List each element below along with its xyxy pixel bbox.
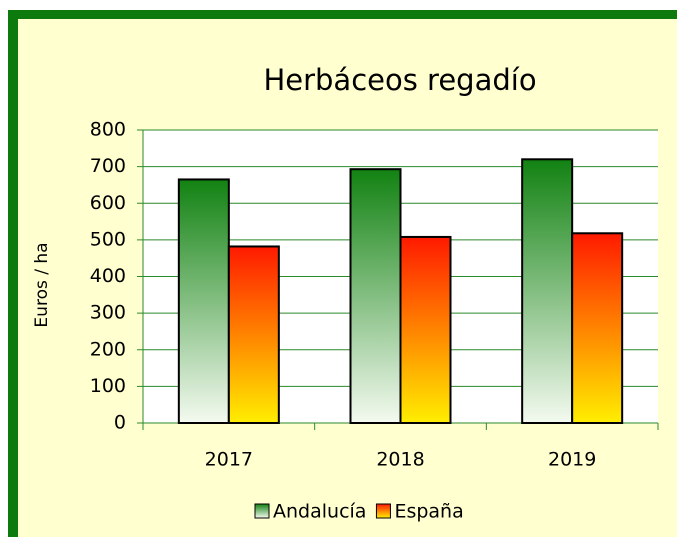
y-tick-label: 100 — [90, 375, 126, 397]
y-tick-label: 700 — [90, 155, 126, 177]
bar — [177, 178, 230, 424]
legend-swatch — [254, 503, 270, 519]
y-tick-label: 0 — [114, 412, 126, 434]
legend-label: España — [394, 501, 463, 523]
x-tick-label: 2019 — [548, 449, 596, 471]
x-tick-label: 2017 — [205, 449, 253, 471]
y-tick-label: 300 — [90, 302, 126, 324]
legend-swatch — [375, 503, 391, 519]
legend-label: Andalucía — [273, 501, 366, 523]
bar — [571, 232, 624, 424]
y-axis-label: Euros / ha — [32, 242, 52, 327]
y-tick-label: 500 — [90, 228, 126, 250]
bar — [227, 245, 280, 424]
y-tick-label: 800 — [90, 119, 126, 141]
y-tick-label: 200 — [90, 338, 126, 360]
y-tick-label: 600 — [90, 192, 126, 214]
chart-title: Herbáceos regadío — [263, 63, 536, 97]
y-tick-label: 400 — [90, 265, 126, 287]
bar — [521, 158, 574, 425]
x-tick-label: 2018 — [376, 449, 424, 471]
bar — [399, 235, 452, 424]
bar — [349, 168, 402, 424]
